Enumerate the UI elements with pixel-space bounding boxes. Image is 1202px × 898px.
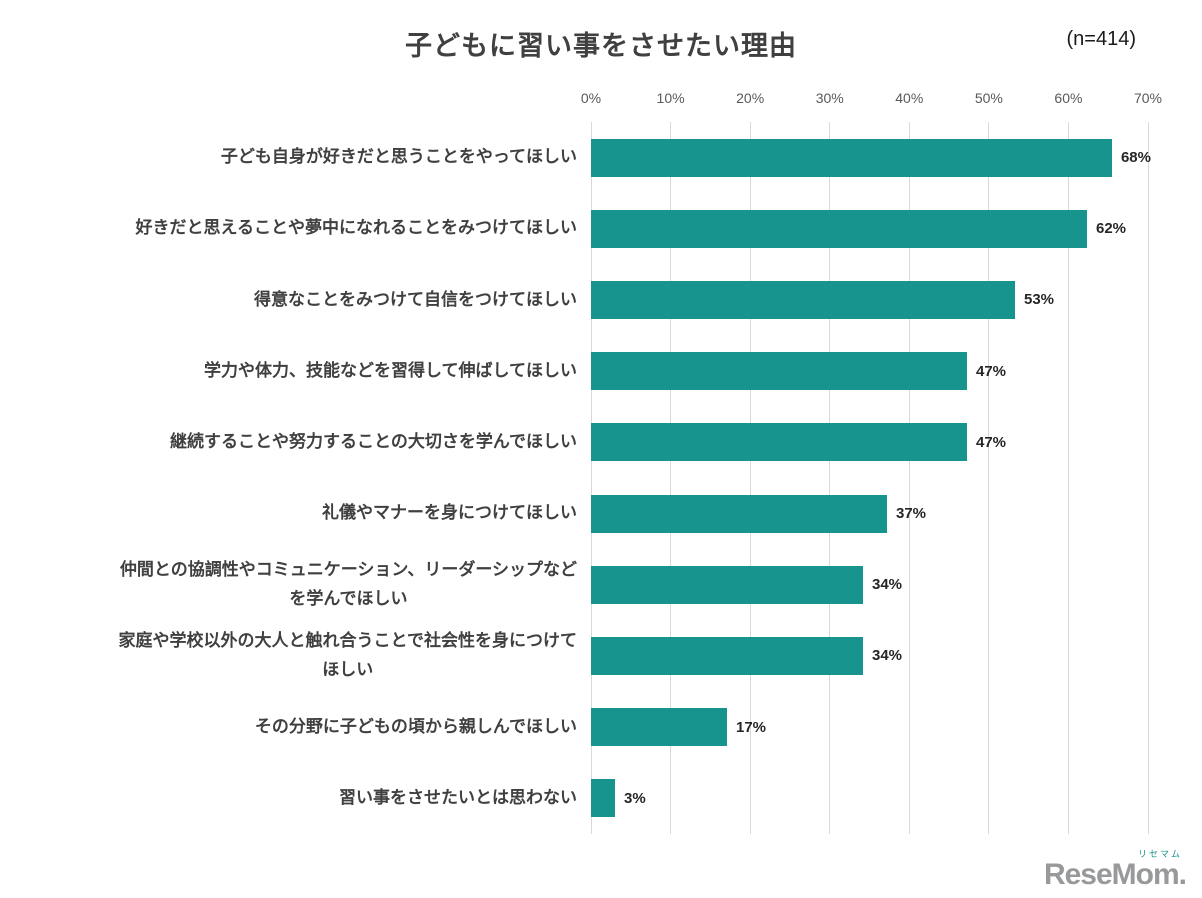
bar [591, 280, 1015, 319]
category-label: 礼儀やマナーを身につけてほしい [322, 503, 577, 523]
bar [591, 352, 967, 391]
chart-header: 子どもに習い事をさせたい理由 (n=414) [0, 0, 1202, 80]
chart-row: 習い事をさせたいとは思わない 3% [0, 763, 1202, 834]
gridlines [590, 122, 1149, 834]
category-label-cell: 継続することや努力することの大切さを学んでほしい [0, 428, 591, 457]
bar [591, 708, 727, 747]
category-label: 習い事をさせたいとは思わない [339, 787, 577, 807]
category-label: 学力や体力、技能などを習得して伸ばしてほしい [204, 360, 577, 380]
gridline [988, 122, 990, 834]
gridline [749, 122, 751, 834]
chart-row: 子ども自身が好きだと思うことをやってほしい 68% [0, 122, 1202, 193]
category-label-cell: 習い事をさせたいとは思わない [0, 784, 591, 813]
category-label: 家庭や学校以外の大人と触れ合うことで社会性を身につけて ほしい [118, 631, 578, 679]
category-label: その分野に子どもの頃から親しんでほしい [254, 716, 577, 736]
category-label: 仲間との協調性やコミュニケーション、リーダーシップなど を学んでほしい [119, 559, 577, 608]
chart-row: 継続することや努力することの大切さを学んでほしい 47% [0, 407, 1202, 478]
gridline [590, 122, 592, 834]
bar [591, 138, 1112, 177]
chart-row: 家庭や学校以外の大人と触れ合うことで社会性を身につけて ほしい 34% [0, 620, 1202, 691]
bar [591, 209, 1087, 248]
gridline [1067, 122, 1069, 834]
bar [591, 423, 967, 462]
value-label: 47% [976, 433, 1007, 451]
x-axis-ticks: 0% 10% 20% 30% 40% 50% 60% 70% [581, 88, 1162, 122]
bar [591, 494, 887, 533]
x-axis-tick-label: 60% [1054, 90, 1083, 106]
bar-cell: 34% [591, 636, 1151, 675]
category-label-cell: 仲間との協調性やコミュニケーション、リーダーシップなど を学んでほしい [0, 556, 591, 614]
category-label-cell: 得意なことをみつけて自信をつけてほしい [0, 286, 591, 315]
resemom-logo: リセマム ReseMom. [1043, 849, 1187, 891]
x-axis-tick-label: 0% [580, 90, 602, 106]
bar-cell: 47% [591, 423, 1151, 462]
chart-row: 仲間との協調性やコミュニケーション、リーダーシップなど を学んでほしい 34% [0, 549, 1202, 620]
category-label-cell: 礼儀やマナーを身につけてほしい [0, 499, 591, 528]
value-label: 3% [624, 789, 646, 807]
bar-chart: 0% 10% 20% 30% 40% 50% 60% 70% 子ども自身が好きだと思うことをや… [0, 88, 1202, 848]
x-axis-tick-label: 70% [1133, 90, 1163, 106]
chart-row: その分野に子どもの頃から親しんでほしい 17% [0, 692, 1202, 763]
category-label-cell: その分野に子どもの頃から親しんでほしい [0, 713, 591, 742]
bar [591, 636, 863, 675]
logo-text: ReseMom. [1043, 858, 1187, 891]
x-axis-tick-label: 20% [736, 90, 765, 106]
gridline [670, 122, 672, 834]
bar-cell: 47% [591, 352, 1151, 391]
category-label-cell: 学力や体力、技能などを習得して伸ばしてほしい [0, 357, 591, 386]
bar-cell: 3% [591, 779, 1151, 818]
value-label: 47% [976, 362, 1007, 380]
category-label: 好きだと思えることや夢中になれることをみつけてほしい [135, 218, 578, 238]
value-label: 34% [872, 576, 903, 594]
chart-rows: 子ども自身が好きだと思うことをやってほしい 68% 好きだと思えることや夢中になれる… [0, 122, 1202, 834]
sample-size-label: (n=414) [1066, 28, 1137, 50]
value-label: 53% [1024, 291, 1055, 309]
gridline [908, 122, 910, 834]
x-axis-tick-label: 40% [895, 90, 924, 106]
category-label: 継続することや努力することの大切さを学んでほしい [170, 431, 577, 451]
bar [591, 779, 615, 818]
chart-row: 学力や体力、技能などを習得して伸ばしてほしい 47% [0, 336, 1202, 407]
category-label-cell: 家庭や学校以外の大人と触れ合うことで社会性を身につけて ほしい [0, 627, 591, 685]
x-axis-tick-label: 30% [815, 90, 844, 106]
category-label-cell: 子ども自身が好きだと思うことをやってほしい [0, 143, 591, 172]
category-label: 子ども自身が好きだと思うことをやってほしい [220, 147, 577, 167]
chart-row: 好きだと思えることや夢中になれることをみつけてほしい 62% [0, 193, 1202, 264]
category-label-cell: 好きだと思えることや夢中になれることをみつけてほしい [0, 214, 591, 243]
value-label: 68% [1120, 149, 1151, 167]
gridline [829, 122, 831, 834]
category-label: 得意なことをみつけて自信をつけてほしい [254, 289, 577, 309]
page-title: 子どもに習い事をさせたい理由 [405, 31, 797, 61]
gridline [1147, 122, 1149, 834]
x-axis-tick-label: 50% [974, 90, 1003, 106]
x-axis-tick-label: 10% [656, 90, 685, 106]
bar-cell: 34% [591, 565, 1151, 604]
value-label: 17% [736, 718, 767, 736]
chart-row: 得意なことをみつけて自信をつけてほしい 53% [0, 264, 1202, 335]
bar [591, 565, 863, 604]
bar-cell: 68% [591, 138, 1151, 177]
bar-cell: 17% [591, 708, 1151, 747]
chart-row: 礼儀やマナーを身につけてほしい 37% [0, 478, 1202, 549]
value-label: 37% [896, 505, 927, 523]
value-label: 34% [872, 647, 903, 665]
logo-ruby-text: リセマム [1137, 849, 1182, 859]
value-label: 62% [1096, 220, 1127, 238]
bar-cell: 62% [591, 209, 1151, 248]
bar-cell: 37% [591, 494, 1151, 533]
bar-cell: 53% [591, 280, 1151, 319]
